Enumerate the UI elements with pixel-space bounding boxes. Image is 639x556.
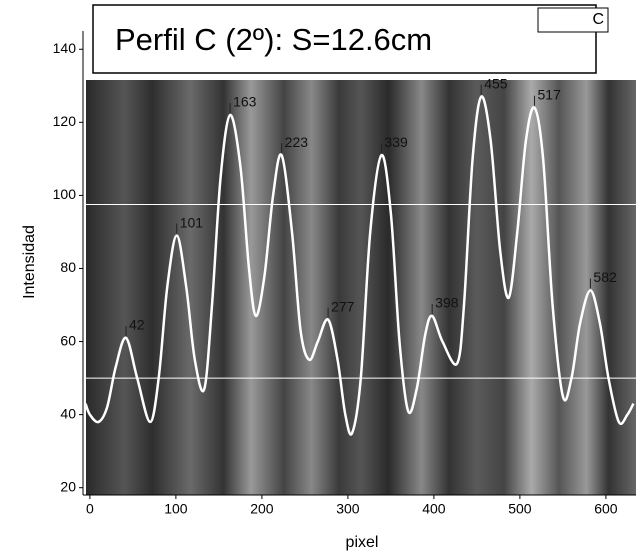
x-tick-label: 200 (250, 501, 274, 517)
x-tick-label: 300 (336, 501, 360, 517)
title-box (92, 4, 597, 74)
legend (537, 7, 609, 33)
y-tick-label: 40 (60, 405, 76, 421)
x-axis-label: pixel (346, 534, 379, 551)
x-tick-label: 500 (508, 501, 532, 517)
legend-label: C (592, 11, 604, 28)
x-tick-label: 100 (164, 501, 188, 517)
x-tick-label: 400 (422, 501, 446, 517)
peak-label: 339 (384, 134, 408, 150)
y-tick-label: 120 (53, 113, 77, 129)
y-axis-label: Intensidad (21, 225, 38, 299)
peak-label: 42 (129, 317, 145, 333)
peak-label: 398 (435, 295, 459, 311)
y-tick-label: 100 (53, 186, 77, 202)
peak-label: 455 (484, 75, 508, 91)
plot-area: 42 101 163 223 277 339 398 455 517 582 (84, 75, 636, 436)
y-tick-label: 20 (60, 478, 76, 494)
peak-label: 101 (180, 214, 204, 230)
y-tick-label: 140 (53, 40, 77, 56)
chart-title: Perfil C (2º): S=12.6cm (115, 22, 432, 57)
fringe-image (86, 80, 636, 495)
peak-label: 582 (593, 269, 617, 285)
peak-label: 277 (331, 298, 355, 314)
x-tick-label: 600 (594, 501, 618, 517)
x-tick-label: 0 (86, 501, 94, 517)
peak-label: 517 (538, 86, 562, 102)
y-tick-label: 80 (60, 259, 76, 275)
peak-label: 163 (233, 94, 257, 110)
profile-line (84, 95, 635, 436)
peak-label: 223 (285, 134, 309, 150)
y-tick-label: 60 (60, 332, 76, 348)
